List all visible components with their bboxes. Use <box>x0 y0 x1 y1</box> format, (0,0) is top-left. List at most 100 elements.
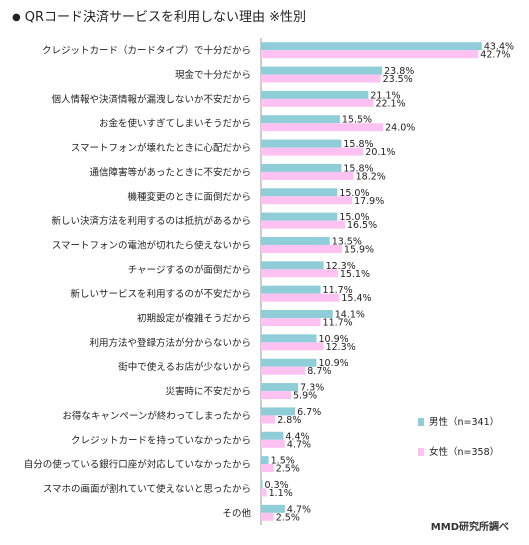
value-label-male: 15.5% <box>342 115 372 126</box>
bar-male <box>261 163 342 172</box>
value-label-male: 43.4% <box>484 42 514 53</box>
category-label: スマートフォンの電池が切れたら使えないから <box>52 239 251 251</box>
value-label-male: 23.8% <box>384 66 414 77</box>
bar-female <box>261 512 274 521</box>
bar-male <box>261 480 263 489</box>
bar-male <box>261 236 330 245</box>
category-label: お金を使いすぎてしまいそうだから <box>99 118 251 130</box>
value-label-female: 20.1% <box>365 147 395 158</box>
category-label: 通信障害等があったときに不安だから <box>89 166 251 178</box>
value-label-female: 15.1% <box>340 269 370 280</box>
chart-title: ● QRコード決済サービスを利用しない理由 ※性別 <box>12 6 306 25</box>
value-label-male: 0.3% <box>265 480 289 491</box>
category-label: スマホの画面が割れていて使えないと思ったから <box>43 483 251 495</box>
category-label: スマートフォンが壊れたときに心配だから <box>71 142 251 154</box>
value-label-female: 42.7% <box>480 50 510 61</box>
value-label-female: 12.3% <box>326 342 356 353</box>
bar-female <box>261 196 353 205</box>
category-label: 新しい決済方法を利用するのは抵抗があるから <box>51 215 251 227</box>
category-label: 機種変更のときに面倒だから <box>127 191 251 203</box>
value-label-male: 10.9% <box>318 358 348 369</box>
category-label: 個人情報や決済情報が漏洩しないか不安だから <box>51 93 251 105</box>
legend-male-label: 男性（n=341） <box>429 416 499 428</box>
category-label: 現金で十分だから <box>175 69 251 81</box>
value-label-female: 15.4% <box>341 293 371 304</box>
bar-female <box>261 342 324 351</box>
category-label: チャージするのが面倒だから <box>128 264 251 276</box>
category-label: クレジットカード（カードタイプ）で十分だから <box>42 45 251 57</box>
bar-female <box>261 269 338 278</box>
bar-male <box>261 504 285 513</box>
value-label-male: 10.9% <box>318 334 348 345</box>
bar-male <box>261 42 482 51</box>
value-label-male: 13.5% <box>332 236 362 247</box>
bar-male <box>261 139 342 148</box>
legend-male-swatch <box>418 418 424 426</box>
bar-female <box>261 439 285 448</box>
bar-male <box>261 383 299 392</box>
value-label-female: 22.1% <box>375 98 405 109</box>
category-label: 初期設定が複雑そうだから <box>137 313 251 325</box>
bar-female <box>261 147 364 156</box>
bar-female <box>261 220 345 229</box>
value-label-male: 7.3% <box>300 383 324 394</box>
title-bullet-icon: ● <box>12 12 21 23</box>
bar-female <box>261 318 321 327</box>
legend-female-swatch <box>418 448 424 456</box>
bar-female <box>261 391 292 400</box>
bar-female <box>261 464 274 473</box>
value-label-female: 5.9% <box>293 391 317 402</box>
value-label-female: 11.7% <box>323 318 353 329</box>
value-label-female: 16.5% <box>347 220 377 231</box>
value-label-female: 1.1% <box>269 488 293 499</box>
value-label-female: 8.7% <box>307 366 331 377</box>
value-label-male: 21.1% <box>370 90 400 101</box>
value-label-male: 15.0% <box>339 212 369 223</box>
bar-male <box>261 456 269 465</box>
value-label-male: 4.4% <box>285 431 309 442</box>
bar-male <box>261 431 284 440</box>
value-label-female: 4.7% <box>287 439 311 450</box>
value-label-female: 2.5% <box>276 512 300 523</box>
value-label-male: 15.8% <box>343 163 373 174</box>
category-label: 災害時に不安だから <box>165 386 251 398</box>
bar-female <box>261 123 384 132</box>
bar-female <box>261 244 342 253</box>
value-label-female: 18.2% <box>356 171 386 182</box>
bar-female <box>261 171 354 180</box>
legend-female-label: 女性（n=358） <box>429 446 499 458</box>
value-label-male: 11.7% <box>323 285 353 296</box>
bar-male <box>261 188 338 197</box>
category-label: 利用方法や登録方法が分からないから <box>89 337 251 349</box>
value-label-female: 17.9% <box>354 196 384 207</box>
value-label-male: 15.8% <box>343 139 373 150</box>
category-label: 街中で使えるお店が少ないから <box>118 361 251 373</box>
bar-male <box>261 407 296 416</box>
value-label-female: 23.5% <box>383 74 413 85</box>
bar-male <box>261 358 317 367</box>
category-label: その他 <box>222 507 251 519</box>
bar-male <box>261 212 338 221</box>
category-label: 自分の使っている銀行口座が対応していなかったから <box>24 459 251 471</box>
bar-male <box>261 334 317 343</box>
chart-title-text: QRコード決済サービスを利用しない理由 ※性別 <box>24 10 307 25</box>
bar-female <box>261 293 340 302</box>
bar-female <box>261 50 479 59</box>
bar-male <box>261 285 321 294</box>
bar-male <box>261 261 324 270</box>
category-label: クレジットカードを持っていなかったから <box>71 434 251 446</box>
bar-male <box>261 310 333 319</box>
value-label-male: 1.5% <box>271 456 295 467</box>
value-label-male: 12.3% <box>326 261 356 272</box>
bar-female <box>261 98 374 107</box>
value-label-male: 14.1% <box>335 310 365 321</box>
bar-female <box>261 415 276 424</box>
value-label-female: 2.5% <box>276 464 300 475</box>
bar-male <box>261 90 369 99</box>
source-credit: MMD研究所調べ <box>430 522 509 533</box>
value-label-female: 24.0% <box>385 123 415 134</box>
bar-male <box>261 66 383 75</box>
bar-female <box>261 488 267 497</box>
value-label-male: 15.0% <box>339 188 369 199</box>
